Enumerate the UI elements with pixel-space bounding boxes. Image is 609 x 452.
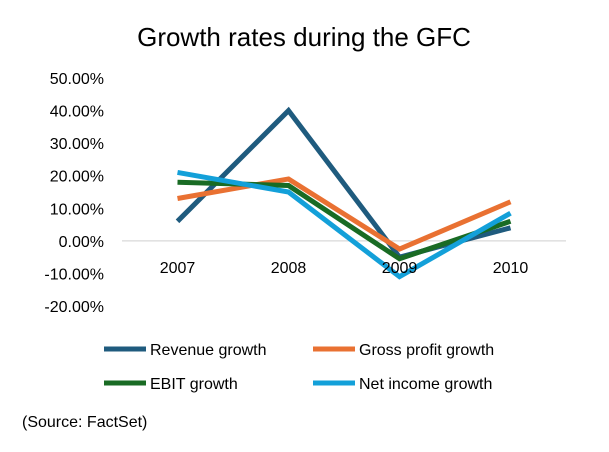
x-tick-label: 2009 [382,260,418,277]
growth-chart: Growth rates during the GFC 50.00% 40.00%… [44,22,566,393]
legend-label: EBIT growth [150,376,238,393]
legend-item: Revenue growth [104,342,267,359]
y-axis: 50.00% 40.00% 30.00% 20.00% 10.00% 0.00% -10.0… [44,71,104,316]
legend-item: Gross profit growth [313,342,494,359]
y-tick-label: 20.00% [50,169,104,186]
y-tick-label: 0.00% [59,234,104,251]
y-tick-label: 50.00% [50,71,104,88]
y-tick-label: 30.00% [50,136,104,153]
legend-item: Net income growth [313,376,492,393]
series-layer [175,106,512,280]
legend-label: Revenue growth [150,342,267,359]
series-line-gross-profit-growth [177,176,512,252]
series-line-net-income-growth [177,169,512,280]
source-note: (Source: FactSet) [22,414,148,431]
y-tick-label: -10.00% [44,266,104,283]
y-tick-label: 10.00% [50,201,104,218]
x-axis: 2007 2008 2009 2010 [160,260,529,277]
x-tick-label: 2010 [493,260,529,277]
legend-label: Gross profit growth [359,342,494,359]
chart-title: Growth rates during the GFC [137,22,471,52]
x-tick-label: 2008 [271,260,307,277]
y-tick-label: 40.00% [50,104,104,121]
legend-item: EBIT growth [104,376,238,393]
legend-label: Net income growth [359,376,492,393]
x-tick-label: 2007 [160,260,196,277]
y-tick-label: -20.00% [44,299,104,316]
legend: Revenue growth Gross profit growth EBIT gr… [104,342,494,393]
